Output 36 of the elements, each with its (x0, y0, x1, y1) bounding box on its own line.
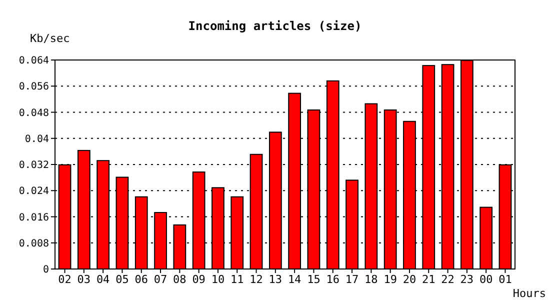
x-tick-label: 07 (154, 273, 168, 286)
y-tick-label: 0.024 (18, 186, 49, 198)
x-tick-label: 00 (479, 273, 493, 286)
x-tick-label: 02 (58, 273, 72, 286)
y-tick-label: 0.04 (24, 134, 49, 145)
y-tick-label: 0.008 (18, 238, 49, 250)
x-tick-label: 20 (402, 273, 416, 286)
x-tick-label: 23 (460, 273, 474, 286)
x-tick-label: 01 (498, 273, 512, 286)
x-axis-title: Hours (512, 287, 546, 300)
x-tick-label: 13 (268, 273, 282, 286)
x-tick-label: 12 (250, 273, 263, 286)
y-tick-label: 0.016 (18, 212, 49, 224)
y-tick-label: 0.032 (18, 160, 49, 171)
x-tick-label: 15 (307, 273, 320, 286)
x-tick-label: 09 (192, 273, 206, 286)
y-tick-label: 0.056 (18, 82, 49, 93)
x-tick-label: 04 (96, 273, 110, 286)
x-tick-label: 17 (345, 273, 359, 286)
x-tick-label: 06 (134, 273, 148, 286)
x-tick-label: 05 (116, 273, 129, 286)
x-tick-label: 14 (288, 273, 302, 286)
y-tick-label: 0.064 (18, 56, 49, 66)
x-tick-label: 18 (364, 273, 378, 286)
y-tick-label: 0 (42, 264, 49, 276)
x-tick-label: 10 (211, 273, 225, 286)
x-tick-label: 08 (173, 273, 186, 286)
x-tick-label: 22 (441, 273, 454, 286)
y-axis-title: Kb/sec (30, 32, 70, 45)
y-tick-label: 0.048 (18, 108, 49, 119)
x-tick-label: 21 (422, 273, 436, 286)
chart-title: Incoming articles (size) (188, 19, 362, 33)
x-tick-label: 16 (326, 273, 340, 286)
x-tick-label: 19 (384, 273, 397, 286)
x-tick-label: 03 (77, 273, 91, 286)
x-tick-label: 11 (230, 273, 244, 286)
